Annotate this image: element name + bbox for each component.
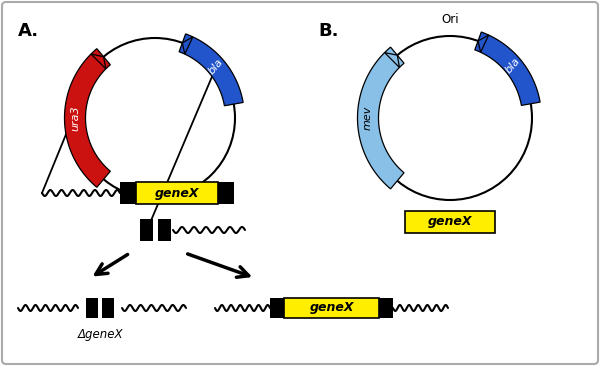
Bar — [284, 298, 379, 318]
Bar — [157, 219, 170, 241]
Polygon shape — [478, 35, 488, 52]
Polygon shape — [179, 34, 243, 106]
Bar — [270, 298, 284, 318]
Bar — [379, 298, 393, 318]
Bar — [218, 182, 234, 204]
Polygon shape — [475, 32, 540, 105]
Text: ura3: ura3 — [70, 105, 80, 131]
Polygon shape — [65, 49, 110, 187]
Polygon shape — [385, 53, 400, 67]
Text: A.: A. — [18, 22, 39, 40]
Text: bla: bla — [207, 57, 226, 76]
Polygon shape — [358, 47, 404, 189]
Bar — [102, 298, 114, 318]
Bar — [86, 298, 98, 318]
Text: geneX: geneX — [155, 187, 199, 199]
Text: ΔgeneX: ΔgeneX — [77, 328, 123, 341]
Bar — [120, 182, 136, 204]
Text: mev: mev — [363, 106, 373, 130]
Polygon shape — [182, 37, 193, 54]
Polygon shape — [91, 54, 106, 69]
Bar — [136, 182, 218, 204]
Text: geneX: geneX — [309, 302, 354, 314]
Text: geneX: geneX — [428, 216, 472, 228]
Text: Ori: Ori — [441, 13, 459, 26]
Bar — [139, 219, 152, 241]
Bar — [405, 211, 495, 233]
Text: B.: B. — [318, 22, 338, 40]
Text: bla: bla — [503, 56, 522, 75]
